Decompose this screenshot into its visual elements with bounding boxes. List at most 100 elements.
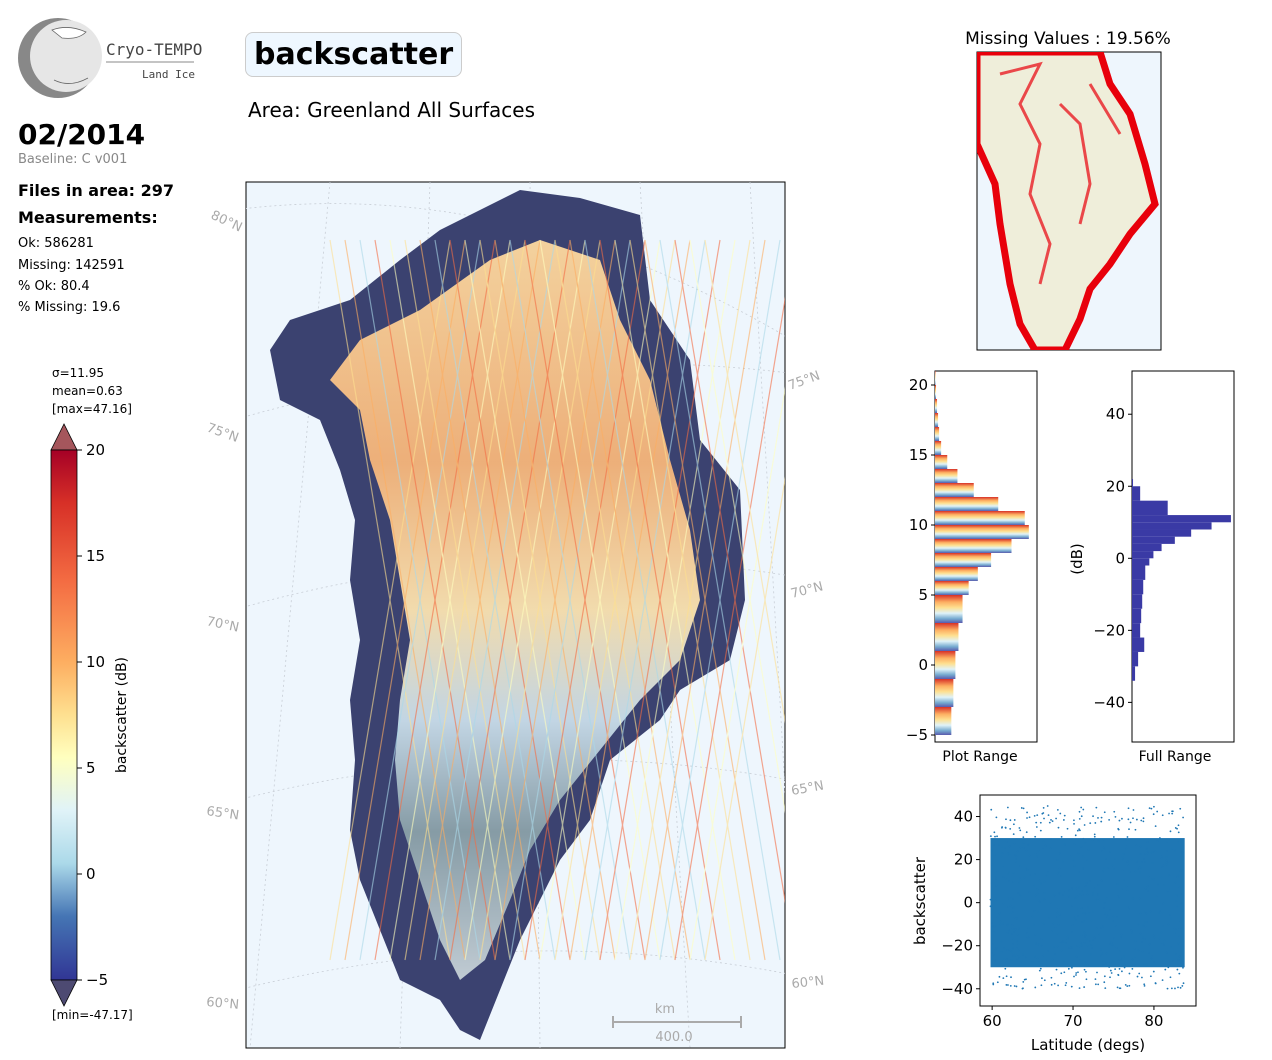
- scatter-point: [1116, 883, 1119, 885]
- scatter-point: [1104, 847, 1106, 850]
- scatter-point: [1153, 936, 1156, 939]
- scatter-point: [1128, 828, 1130, 831]
- scatter-point: [1049, 901, 1052, 904]
- scatter-point: [1076, 945, 1078, 948]
- scatter-point: [1022, 981, 1025, 983]
- scatter-point: [1105, 915, 1108, 918]
- scatter-point: [1160, 855, 1163, 858]
- scatter-point: [1136, 975, 1139, 978]
- scatter-point: [1076, 914, 1079, 917]
- scatter-point: [1130, 929, 1133, 932]
- scatter-point: [1097, 817, 1099, 819]
- histogram-bar: [935, 371, 936, 385]
- scatter-point: [1153, 805, 1155, 808]
- scatter-point: [1118, 819, 1121, 822]
- scatter-point: [1025, 867, 1028, 870]
- scatter-point: [1089, 880, 1091, 883]
- scatter-point: [1144, 853, 1146, 856]
- scatter-point: [1041, 977, 1043, 980]
- scatter-point: [1170, 946, 1173, 948]
- scatter-point: [1150, 957, 1153, 960]
- histogram-bar: [1132, 522, 1212, 530]
- scatter-point: [1088, 912, 1091, 914]
- scatter-point: [1142, 820, 1145, 823]
- scatter-point: [1182, 982, 1185, 985]
- scatter-point: [1134, 828, 1137, 831]
- scatter-point: [1075, 972, 1078, 974]
- scatter-point: [1014, 854, 1017, 857]
- swath-line: [464, 239, 586, 961]
- scatter-point: [1112, 915, 1115, 918]
- scatter-point: [995, 877, 998, 880]
- scatter-point: [1025, 932, 1028, 935]
- colorbar-tick-label: 10: [86, 653, 105, 671]
- scatter-point: [1035, 826, 1038, 828]
- scatter-point: [1081, 894, 1084, 897]
- scatter-point: [994, 948, 997, 951]
- scatter-point: [1033, 884, 1036, 887]
- scatter-point: [1016, 940, 1019, 943]
- svg-text:65°N: 65°N: [205, 804, 240, 823]
- scatter-point: [1151, 862, 1154, 864]
- scatter-point: [996, 835, 998, 838]
- histogram-bar: [935, 511, 1025, 525]
- scatter-point: [1074, 897, 1077, 899]
- scatter-point: [1064, 984, 1067, 987]
- scatter-point: [995, 854, 998, 857]
- scatter-point: [1161, 814, 1164, 817]
- scatter-point: [1167, 923, 1170, 926]
- scatter-point: [1096, 971, 1098, 974]
- scatter-point: [1165, 951, 1168, 954]
- scatter-point: [1018, 881, 1020, 884]
- scatter-point: [1018, 827, 1021, 829]
- scatter-point: [1005, 975, 1008, 978]
- scatter-point: [1163, 883, 1166, 886]
- scatter-point: [1145, 963, 1148, 966]
- scatter-point: [1127, 864, 1130, 867]
- scatter-point: [1077, 852, 1080, 855]
- scatter-point: [1118, 967, 1121, 970]
- scatter-point: [1060, 835, 1063, 838]
- y-tick-label: −40: [941, 980, 973, 998]
- scatter-point: [994, 835, 996, 838]
- scatter-point: [1128, 907, 1130, 910]
- swath-line: [509, 239, 631, 961]
- scatter-point: [1056, 945, 1059, 948]
- scatter-point: [1120, 933, 1123, 936]
- scatter-point: [1054, 926, 1057, 929]
- scatter-point: [1042, 847, 1044, 850]
- files-count: Files in area: 297: [18, 181, 174, 200]
- scatter-point: [1121, 869, 1124, 872]
- scatter-point: [1161, 942, 1164, 945]
- scatter-point: [1097, 840, 1100, 843]
- scatter-point: [992, 843, 995, 846]
- scatter-point: [1056, 932, 1059, 935]
- scatter-point: [1105, 961, 1108, 964]
- scatter-point: [1086, 963, 1089, 966]
- scatter-point: [1126, 836, 1129, 838]
- histogram-bar: [1132, 486, 1141, 501]
- scatter-point: [996, 981, 999, 984]
- variable-title: backscatter: [245, 32, 463, 77]
- scatter-point: [1004, 967, 1007, 970]
- histogram-bar: [935, 525, 1029, 539]
- scatter-point: [1139, 871, 1141, 874]
- colorbar-tick-label: 20: [86, 441, 105, 459]
- scatter-point: [1109, 969, 1112, 972]
- scatter-point: [1134, 870, 1137, 873]
- scatter-point: [1019, 846, 1022, 849]
- scatter-point: [1056, 911, 1059, 914]
- scatter-point: [1050, 819, 1052, 821]
- colorbar-label: backscatter (dB): [114, 657, 130, 773]
- scatter-point: [1135, 818, 1138, 821]
- histogram-bar: [1132, 558, 1150, 566]
- scatter-point: [1043, 898, 1045, 901]
- scatter-point: [1136, 868, 1139, 871]
- scatter-point: [998, 912, 1001, 915]
- y-tick-label: 40: [1106, 405, 1125, 423]
- colorbar-max: [max=47.16]: [52, 402, 132, 416]
- scatter-point: [1138, 866, 1141, 869]
- scatter-point: [1042, 806, 1045, 809]
- scatter-point: [1073, 916, 1076, 919]
- scatter-point: [1084, 916, 1087, 919]
